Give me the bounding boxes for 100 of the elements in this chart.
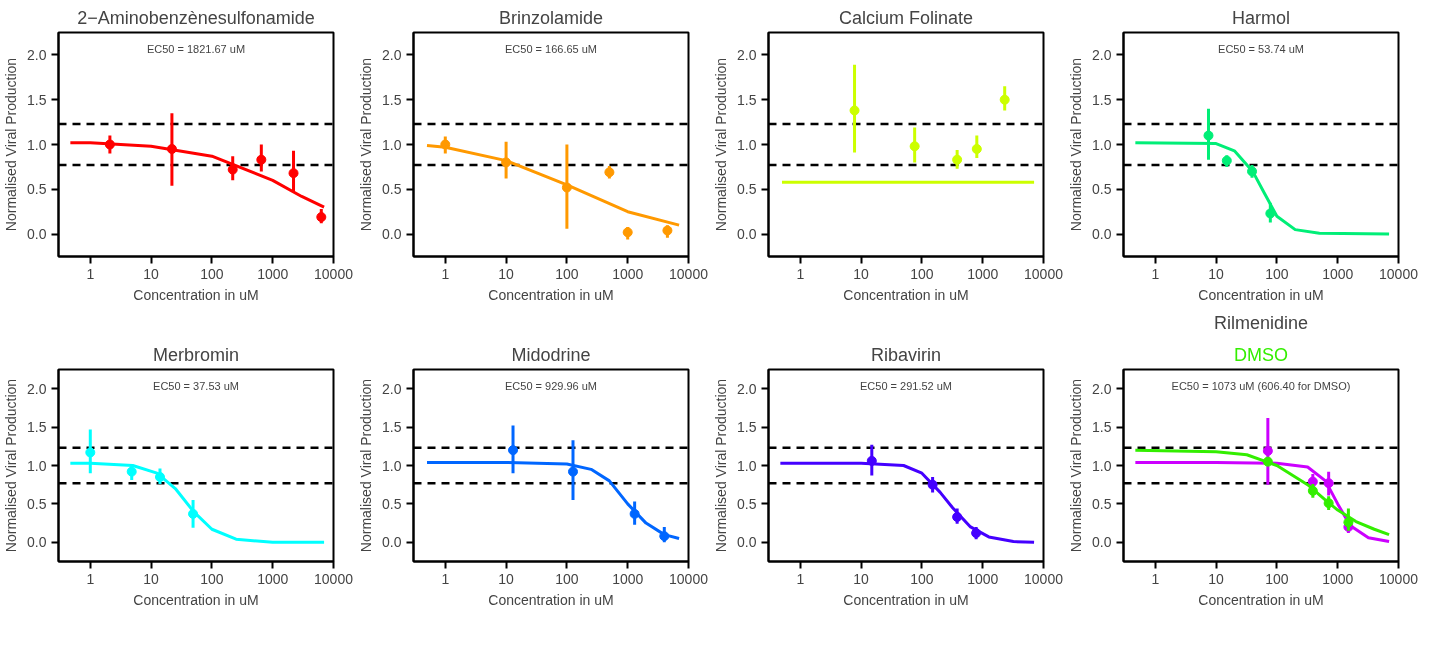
x-tick-label: 10000: [1024, 570, 1064, 587]
y-tick-label: 0.0: [382, 534, 402, 551]
x-tick-label: 1000: [967, 265, 999, 282]
x-tick-label: 1: [86, 570, 95, 587]
y-tick-label: 1.0: [737, 457, 757, 474]
x-tick-label: 1: [796, 265, 805, 282]
annotation: EC50 = 166.65 uM: [504, 42, 598, 55]
chart-title: Brinzolamide: [498, 7, 604, 28]
x-axis-title: Concentration in uM: [133, 286, 259, 303]
y-tick-label: 1.0: [1092, 457, 1112, 474]
x-tick-label: 1: [1151, 570, 1160, 587]
y-axis-title: Normalised Viral Production: [713, 57, 730, 232]
annotation: EC50 = 1073 uM (606.40 for DMSO): [1171, 379, 1351, 392]
x-tick-label: 10: [853, 265, 870, 282]
annotation: EC50 = 53.74 uM: [1218, 42, 1304, 55]
x-tick-label: 10000: [314, 265, 354, 282]
x-tick-label: 100: [555, 265, 579, 282]
x-tick-label: 10: [143, 265, 160, 282]
y-tick-label: 1.0: [1092, 136, 1112, 153]
y-tick-label: 0.0: [737, 534, 757, 551]
y-tick-label: 2.0: [737, 46, 757, 63]
x-tick-label: 1000: [612, 265, 644, 282]
x-axis-title: Concentration in uM: [1198, 591, 1324, 608]
y-tick-label: 2.0: [1092, 46, 1112, 63]
y-tick-label: 0.5: [27, 181, 47, 198]
y-tick-label: 0.5: [382, 181, 402, 198]
y-axis-title: Normalised Viral Production: [358, 378, 375, 553]
annotation: EC50 = 1821.67 uM: [146, 42, 246, 55]
x-tick-label: 1000: [967, 570, 999, 587]
x-tick-label: 10: [498, 570, 515, 587]
x-tick-label: 1000: [1322, 570, 1354, 587]
x-axis-title: Concentration in uM: [488, 591, 614, 608]
y-tick-label: 0.0: [1092, 534, 1112, 551]
x-tick-label: 10000: [1024, 265, 1064, 282]
x-tick-label: 10: [498, 265, 515, 282]
y-tick-label: 2.0: [382, 380, 402, 397]
y-tick-label: 2.0: [27, 46, 47, 63]
x-tick-label: 100: [1265, 570, 1289, 587]
x-tick-label: 100: [910, 570, 934, 587]
y-tick-label: 1.0: [382, 136, 402, 153]
x-tick-label: 10000: [1379, 265, 1419, 282]
y-tick-label: 1.5: [1092, 419, 1112, 436]
x-tick-label: 10: [1208, 265, 1225, 282]
y-tick-label: 1.5: [382, 419, 402, 436]
y-tick-label: 0.5: [382, 495, 402, 512]
chart-title: 2−Aminobenzènesulfonamide: [77, 7, 315, 28]
x-tick-label: 100: [200, 265, 224, 282]
y-axis-title: Normalised Viral Production: [1068, 378, 1085, 553]
y-tick-label: 0.5: [1092, 181, 1112, 198]
annotation: EC50 = 929.96 uM: [504, 379, 598, 392]
x-axis-title: Concentration in uM: [488, 286, 614, 303]
x-tick-label: 10000: [669, 570, 709, 587]
y-tick-label: 0.5: [737, 495, 757, 512]
y-tick-label: 0.0: [27, 534, 47, 551]
y-tick-label: 1.0: [27, 136, 47, 153]
x-tick-label: 10000: [1379, 570, 1419, 587]
x-tick-label: 10: [853, 570, 870, 587]
x-tick-label: 100: [555, 570, 579, 587]
x-tick-label: 1000: [612, 570, 644, 587]
y-tick-label: 2.0: [1092, 380, 1112, 397]
y-tick-label: 1.5: [737, 91, 757, 108]
y-tick-label: 1.5: [27, 91, 47, 108]
x-tick-label: 100: [910, 265, 934, 282]
chart-title: Rilmenidine: [1213, 312, 1309, 333]
x-tick-label: 1000: [1322, 265, 1354, 282]
chart-title: Harmol: [1232, 7, 1291, 28]
y-tick-label: 1.5: [27, 419, 47, 436]
x-tick-label: 1: [796, 570, 805, 587]
x-axis-title: Concentration in uM: [1198, 286, 1324, 303]
y-tick-label: 1.0: [382, 457, 402, 474]
y-tick-label: 1.0: [737, 136, 757, 153]
y-tick-label: 1.5: [1092, 91, 1112, 108]
y-tick-label: 1.5: [382, 91, 402, 108]
x-tick-label: 1000: [257, 265, 289, 282]
y-tick-label: 0.0: [382, 226, 402, 243]
x-axis-title: Concentration in uM: [843, 286, 969, 303]
x-axis-title: Concentration in uM: [843, 591, 969, 608]
y-axis-title: Normalised Viral Production: [713, 378, 730, 553]
chart-title: Midodrine: [511, 344, 591, 365]
y-tick-label: 2.0: [737, 380, 757, 397]
x-tick-label: 1: [441, 265, 450, 282]
chart-title: Ribavirin: [870, 344, 942, 365]
text: DMSO: [1234, 344, 1288, 365]
y-axis-title: Normalised Viral Production: [3, 57, 20, 232]
x-tick-label: 1: [1151, 265, 1160, 282]
x-tick-label: 1000: [257, 570, 289, 587]
chart-title: Merbromin: [152, 344, 240, 365]
y-tick-label: 0.0: [27, 226, 47, 243]
y-axis-title: Normalised Viral Production: [3, 378, 20, 553]
x-tick-label: 10000: [314, 570, 354, 587]
annotation: EC50 = 37.53 uM: [153, 379, 239, 392]
y-tick-label: 0.0: [737, 226, 757, 243]
y-axis-title: Normalised Viral Production: [1068, 57, 1085, 232]
annotation: EC50 = 291.52 uM: [859, 379, 953, 392]
x-tick-label: 1: [441, 570, 450, 587]
chart-title: Calcium Folinate: [838, 7, 974, 28]
y-axis-title: Normalised Viral Production: [358, 57, 375, 232]
y-tick-label: 2.0: [27, 380, 47, 397]
x-axis-title: Concentration in uM: [133, 591, 259, 608]
y-tick-label: 0.5: [737, 181, 757, 198]
